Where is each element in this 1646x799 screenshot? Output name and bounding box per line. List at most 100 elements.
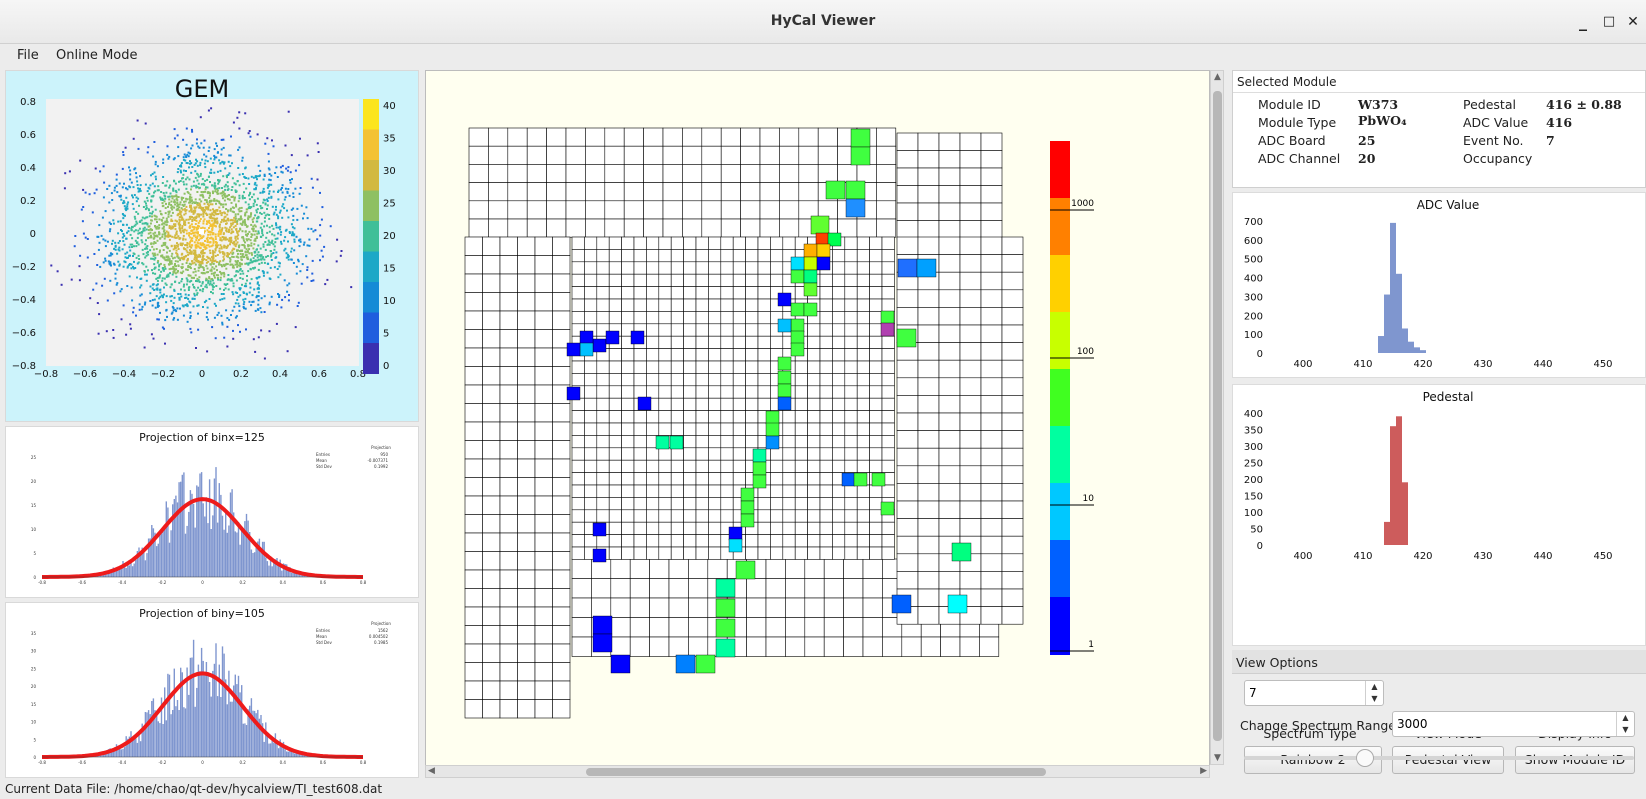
hycal-module-bottom xyxy=(765,578,786,599)
hycal-module-inner xyxy=(646,521,660,535)
menu-online-mode[interactable]: Online Mode xyxy=(56,48,138,63)
scroll-down-icon[interactable]: ▼ xyxy=(1214,753,1221,763)
hycal-module-inner xyxy=(832,497,846,511)
gem-hit-point xyxy=(209,192,211,195)
projection-bar xyxy=(263,741,265,757)
gem-hit-point xyxy=(126,203,129,206)
projection-bar xyxy=(160,533,163,577)
gem-hit-point xyxy=(132,311,135,314)
hycal-module-inner xyxy=(646,459,660,473)
gem-hit-point xyxy=(171,208,174,211)
hycal-view[interactable]: 1000 100 10 1 xyxy=(425,70,1210,778)
gem-hit-point xyxy=(121,230,123,233)
close-button[interactable]: ✕ xyxy=(1627,14,1639,30)
event-spin-arrows[interactable]: ▲ ▼ xyxy=(1365,681,1383,705)
range-slider-handle[interactable] xyxy=(1356,749,1374,767)
gem-hit-point xyxy=(122,223,125,226)
hycal-module-left xyxy=(499,236,518,256)
gem-hit-point xyxy=(188,249,191,252)
projection-bar xyxy=(135,560,137,577)
horizontal-scroll-thumb[interactable] xyxy=(586,768,1046,776)
gem-hit-point xyxy=(194,207,197,210)
projection-bar xyxy=(106,753,108,757)
hycal-module-inner xyxy=(695,236,709,250)
gem-hit-point xyxy=(220,272,223,275)
display-info-button[interactable]: Show Module ID xyxy=(1515,746,1635,774)
gem-hit-point xyxy=(216,217,219,220)
hycal-module-inner xyxy=(708,385,722,399)
gem-hit-point xyxy=(154,215,157,218)
gem-hit-point xyxy=(198,225,201,228)
gem-hit-point xyxy=(184,178,187,181)
gem-hit-point xyxy=(193,294,196,297)
gem-hit-point xyxy=(238,111,241,114)
scroll-right-icon[interactable]: ▶ xyxy=(1200,766,1207,776)
gem-hit-point xyxy=(191,260,194,263)
gem-hit-point xyxy=(103,181,106,184)
gem-hit-point xyxy=(239,252,242,255)
range-slider[interactable] xyxy=(1244,749,1634,767)
minimize-button[interactable]: _ xyxy=(1579,12,1587,31)
hycal-module-right xyxy=(959,447,982,467)
vertical-scroll-thumb[interactable] xyxy=(1213,91,1222,741)
gem-hit-point xyxy=(281,216,284,219)
projection-bar xyxy=(180,481,182,577)
gem-hit-point xyxy=(176,209,179,212)
hycal-module-right-top xyxy=(896,132,919,151)
vertical-scrollbar[interactable]: ▲ ▼ xyxy=(1210,70,1224,765)
hycal-module-left xyxy=(534,273,553,293)
scroll-left-icon[interactable]: ◀ xyxy=(428,766,435,776)
projection-bar xyxy=(156,546,158,577)
menu-file[interactable]: File xyxy=(17,48,39,63)
projection-y-tick: 20 xyxy=(31,684,37,689)
spin-down-icon[interactable]: ▼ xyxy=(1371,694,1378,703)
hycal-module-inner xyxy=(770,236,784,250)
hycal-module-top xyxy=(623,127,644,147)
hycal-module-top xyxy=(488,182,509,202)
hycal-module-left xyxy=(517,458,536,478)
scroll-up-icon[interactable]: ▲ xyxy=(1214,72,1221,82)
hycal-module-left xyxy=(552,662,571,682)
spin-down-icon[interactable]: ▼ xyxy=(1622,725,1629,734)
gem-hit-point xyxy=(209,181,211,183)
maximize-button[interactable]: □ xyxy=(1602,14,1616,29)
hycal-module-left xyxy=(464,273,483,293)
hycal-module-inner xyxy=(584,373,598,387)
spin-up-icon[interactable]: ▲ xyxy=(1622,713,1629,722)
gem-hit-point xyxy=(163,286,165,289)
gem-hit-point xyxy=(245,208,248,211)
horizontal-scrollbar[interactable]: ◀ ▶ xyxy=(425,765,1210,778)
gem-hit-point xyxy=(111,199,114,201)
projection-bar xyxy=(152,528,155,577)
gem-hit-point xyxy=(137,232,140,235)
gem-hit-point xyxy=(199,260,201,263)
hycal-hit-module xyxy=(752,448,767,463)
hycal-hit-module xyxy=(715,638,736,658)
spin-up-icon[interactable]: ▲ xyxy=(1371,682,1378,691)
gem-hit-point xyxy=(223,283,226,286)
gem-hit-point xyxy=(211,223,214,226)
event-spinbox[interactable]: ▲ ▼ xyxy=(1244,680,1384,706)
event-input[interactable] xyxy=(1249,686,1369,700)
range-spin-arrows[interactable]: ▲ ▼ xyxy=(1616,712,1634,736)
gem-hit-point xyxy=(143,217,146,220)
gem-hit-point xyxy=(153,258,156,261)
range-input[interactable] xyxy=(1397,717,1517,731)
hycal-module-left xyxy=(517,551,536,571)
gem-hit-point xyxy=(113,189,116,192)
gem-hit-point xyxy=(232,285,235,288)
gem-hit-point xyxy=(287,299,290,302)
gem-hit-point xyxy=(165,219,168,222)
projection-bar xyxy=(188,511,190,577)
gem-hit-point xyxy=(261,230,264,232)
projection-bar xyxy=(225,679,227,757)
view-mode-button[interactable]: Pedestal View xyxy=(1392,746,1504,774)
hycal-module-inner xyxy=(683,385,697,399)
gem-hit-point xyxy=(295,265,298,268)
range-spinbox[interactable]: ▲ ▼ xyxy=(1392,711,1635,737)
gem-hit-point xyxy=(177,248,180,250)
gem-hit-point xyxy=(221,298,224,301)
gem-hit-point xyxy=(184,297,187,299)
gem-hit-point xyxy=(155,178,157,181)
